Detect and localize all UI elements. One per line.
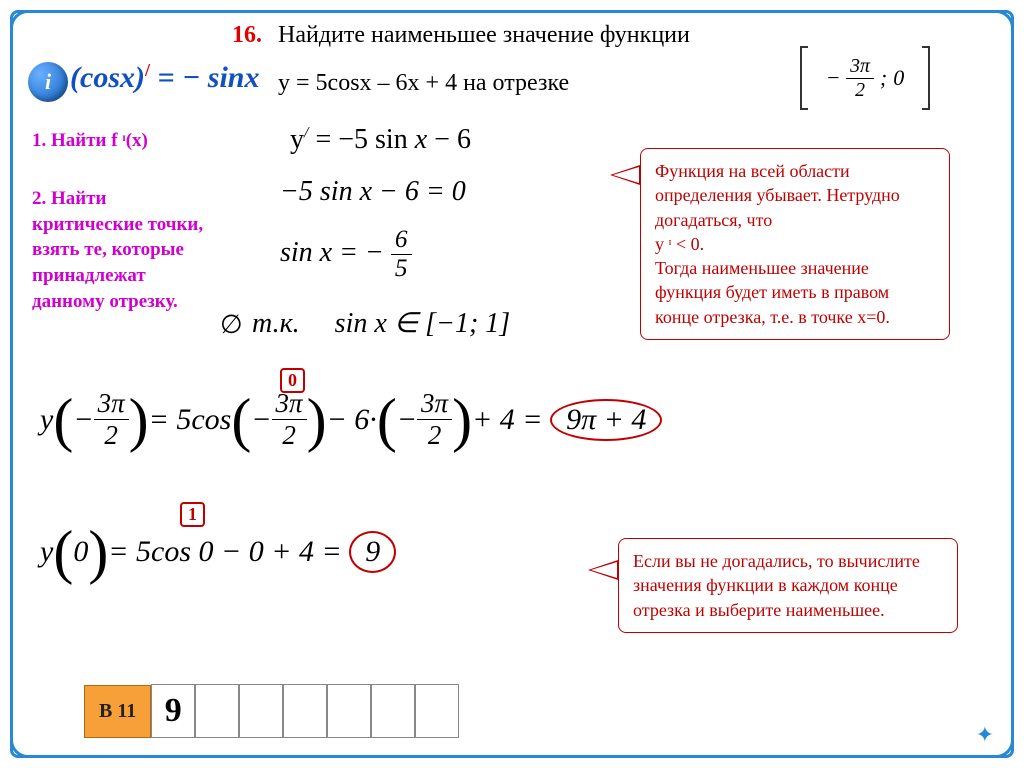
answer-cell-6 <box>371 684 415 738</box>
frac-num: 6 <box>391 226 412 255</box>
interval-denominator: 2 <box>851 79 869 102</box>
evaluation-at-left-endpoint: y ( −3π2 ) = 5cos ( −3π2 ) − 6· ( −3π2 )… <box>40 388 662 451</box>
star-decor-icon: ✦ <box>976 722 994 748</box>
callout-explanation-2: Если вы не догадались, то вычислите знач… <box>618 538 958 633</box>
arg-den: 2 <box>100 420 122 451</box>
equation-derivative: y/ = −5 sin x − 6 <box>290 124 471 156</box>
rule-lhs: cosx <box>80 61 135 94</box>
equation-sinx: sin x = − 6 5 <box>280 226 412 283</box>
arg-den: 2 <box>278 420 300 451</box>
step-1-label: 1. Найти f ᶦ(x) <box>32 130 148 152</box>
sinx-lhs: sin x = − <box>280 237 384 268</box>
y-label: y <box>40 535 53 569</box>
equation-set-zero: −5 sin x − 6 = 0 <box>280 176 466 208</box>
result-1: 9π + 4 <box>550 399 662 441</box>
callout2-text: Если вы не догадались, то вычислите знач… <box>633 551 920 620</box>
interval-bracket: − 3π 2 ; 0 <box>800 48 930 108</box>
answer-cell-3 <box>239 684 283 738</box>
callout1-line3: Тогда наименьшее значение функция будет … <box>655 258 890 327</box>
problem-function: y = 5cosx – 6x + 4 на отрезке <box>278 70 569 97</box>
rule-rhs: = − sinx <box>158 61 260 94</box>
step-2-label: 2. Найти критические точки, взять те, ко… <box>32 186 222 314</box>
equation-range: т.к. sin x ∈ [−1; 1] <box>252 306 510 340</box>
eq-part: − 6· <box>327 403 377 437</box>
answer-cell-7 <box>415 684 459 738</box>
eq-body: = 5cos 0 − 0 + 4 = <box>108 535 341 569</box>
answer-cell-4 <box>283 684 327 738</box>
interval-minus: − <box>826 65 841 91</box>
logo-icon: i <box>28 62 68 102</box>
eq-part: + 4 = <box>472 403 543 437</box>
corner-decor <box>978 10 1014 46</box>
frac-den: 5 <box>391 255 412 283</box>
callout1-line2: y ᶦ < 0. <box>655 234 704 254</box>
result-2: 9 <box>349 531 396 573</box>
arg-den: 2 <box>424 420 446 451</box>
arg-num: 3π <box>272 388 307 420</box>
y-label: y <box>40 403 53 437</box>
problem-number: 16. <box>232 22 262 49</box>
interval-numerator: 3π <box>846 55 874 79</box>
answer-cell-2 <box>195 684 239 738</box>
callout-explanation-1: Функция на всей области определения убыв… <box>640 148 950 340</box>
callout-tail <box>588 560 618 580</box>
annotation-one: 1 <box>180 502 205 527</box>
evaluation-at-right-endpoint: y (0) = 5cos 0 − 0 + 4 = 9 <box>40 528 396 576</box>
arg-zero: 0 <box>73 535 88 569</box>
empty-set-symbol: ∅ <box>220 310 243 340</box>
sin-range: sin x ∈ [−1; 1] <box>335 308 511 339</box>
decorative-frame <box>10 10 1014 758</box>
since-label: т.к. <box>252 308 300 339</box>
derivative-rule: (cosx)/ = − sinx <box>70 60 259 95</box>
problem-title: Найдите наименьшее значение функции <box>278 22 690 49</box>
corner-decor <box>10 722 46 758</box>
callout-tail <box>610 165 640 185</box>
answer-label: В 11 <box>84 685 151 738</box>
corner-decor <box>10 10 46 46</box>
callout1-line1: Функция на всей области определения убыв… <box>655 161 900 230</box>
answer-cell-1: 9 <box>151 684 195 738</box>
interval-right: 0 <box>893 65 904 91</box>
arg-num: 3π <box>94 388 129 420</box>
arg-num: 3π <box>417 388 452 420</box>
answer-row: В 11 9 <box>84 684 459 738</box>
eq-part: = 5cos <box>149 403 232 437</box>
answer-cell-5 <box>327 684 371 738</box>
